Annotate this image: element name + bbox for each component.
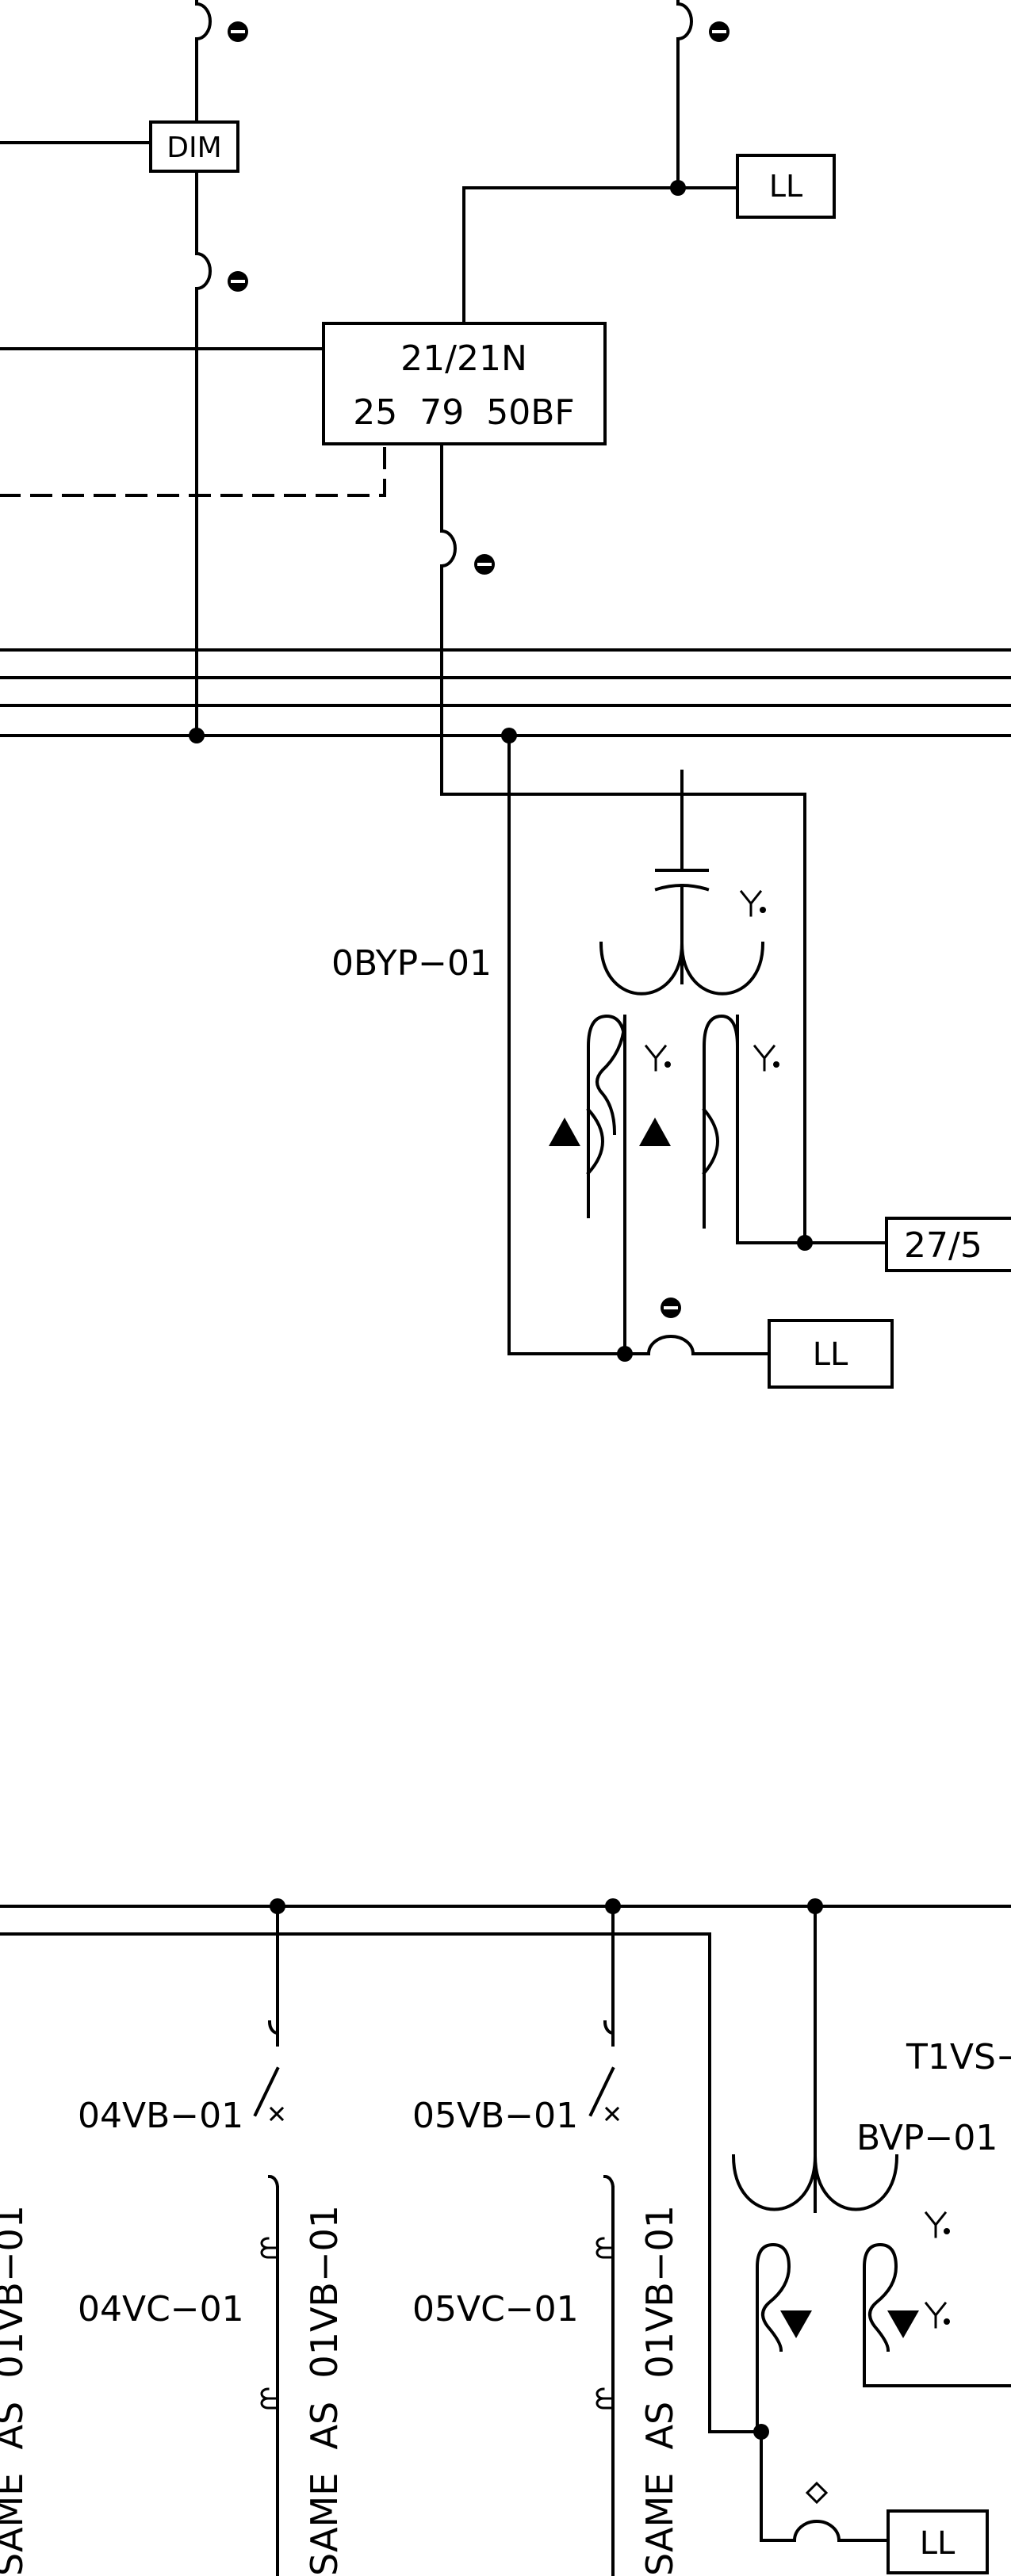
wye-symbol-icon [644, 1044, 779, 1072]
cap-04vc: 04VC−01 [78, 2289, 244, 2329]
diamond-marker-icon [805, 2481, 829, 2505]
relay-main-line1: 21/21N [400, 338, 527, 379]
vt-label: 0BYP−01 [331, 943, 492, 984]
dashed-control-line [0, 442, 386, 497]
transformer-secondary-right [702, 1014, 806, 1244]
fuse-marker-icon [474, 554, 495, 575]
relay-dim-box [149, 120, 239, 173]
relay-ll-bottom-box [887, 2509, 989, 2574]
relay-ll-mid-label: LL [813, 1336, 848, 1373]
breaker-05-x-icon [604, 2106, 620, 2122]
bvp-primary-coil [731, 2154, 899, 2211]
feeder-05-wire [588, 1905, 615, 2576]
breaker-04-x-icon [269, 2106, 285, 2122]
relay-dim-label: DIM [167, 132, 221, 164]
relay-ll-top-label: LL [769, 169, 802, 204]
delta-marker-icon [780, 2310, 919, 2338]
note-04: SAME AS 01VB−01 [303, 2205, 346, 2576]
note-left: SAME AS 01VB−01 [0, 2205, 31, 2576]
relay-ll-mid-box [768, 1319, 894, 1389]
fuse-marker-icon [709, 21, 730, 42]
bvp-secondary-coil [756, 2242, 1011, 2433]
transformer-secondary-left [586, 1014, 627, 1355]
vt-left-wire [507, 734, 626, 1355]
cap-05vc: 05VC−01 [412, 2289, 579, 2329]
feeder-04-wire [253, 1905, 280, 2576]
right-feeder-wire [676, 0, 693, 189]
ct-coil-05-icon [595, 2237, 615, 2410]
relay-ct-wire [439, 442, 806, 1244]
relay-ll-bottom-label: LL [920, 2525, 955, 2562]
vt-bvp-label: BVP−01 [856, 2118, 998, 2158]
wye-symbol-icon [739, 889, 766, 917]
fuse-marker-icon [228, 21, 248, 292]
ll-mid-wire [623, 1335, 771, 1356]
bus-lines-top [0, 648, 1011, 737]
breaker-04vb: 04VB−01 [78, 2096, 243, 2136]
ll-bottom-wire [760, 2430, 890, 2543]
relay-main-box [322, 322, 607, 445]
wye-symbol-icon [924, 2211, 950, 2329]
junction-dot [189, 728, 205, 743]
relay-ll-top-box [736, 154, 836, 219]
relay-main-line2: 25 79 50BF [353, 392, 574, 433]
left-feeder-wire [194, 0, 212, 737]
breaker-05vb: 05VB−01 [412, 2096, 578, 2136]
note-05: SAME AS 01VB−01 [638, 2205, 681, 2576]
t1vs-label: T1VS− [906, 2037, 1011, 2077]
fuse-marker-icon [661, 1298, 681, 1318]
delta-marker-icon [549, 1118, 671, 1146]
relay-27-label: 27/5 [904, 1225, 982, 1266]
bus-lines-bottom [0, 1905, 1011, 2433]
relay-27-box [885, 1217, 1011, 1272]
ct-coil-04-icon [260, 2237, 279, 2410]
transformer-primary-coil [599, 902, 765, 996]
capacitor-symbol-icon [654, 869, 710, 905]
